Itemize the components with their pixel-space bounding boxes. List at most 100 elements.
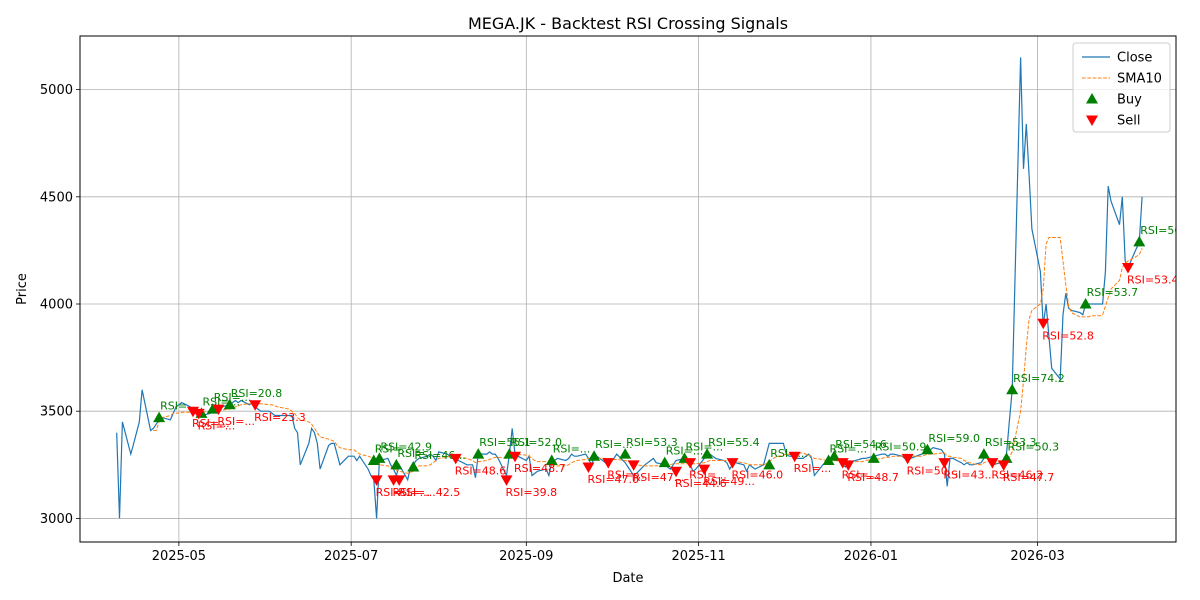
sell-marker [509,451,522,463]
sell-label: RSI=47.7 [1003,471,1055,484]
sell-label: RSI=... [192,417,230,430]
sell-marker [370,475,383,486]
sell-marker [249,400,262,411]
legend-label: SMA10 [1117,72,1162,87]
buy-label: RSI=55.1 [479,436,531,449]
buy-marker [1000,452,1013,463]
buy-marker [977,448,990,459]
sell-marker [582,462,595,473]
buy-label: RSI=... [685,440,723,453]
sell-label: RSI=... [842,469,880,482]
buy-label: RSI=20.8 [231,387,283,400]
buy-marker [223,398,236,410]
buy-label: RSI=... [397,447,435,460]
sell-marker [500,475,513,486]
sell-marker [986,458,999,469]
sell-label: RSI=... [607,469,645,482]
sell-marker [627,460,640,471]
x-tick-label: 2025-09 [499,549,553,564]
buy-marker [1133,235,1146,247]
buy-label: RSI=54.6 [835,438,887,451]
sell-label: RSI=... [376,486,414,499]
x-axis-label: Date [612,571,643,586]
sell-label: RSI=47... [633,471,685,484]
sell-label: RSI=48.6 [455,464,507,477]
legend-box [1072,42,1171,133]
y-tick-label: 5000 [40,83,73,98]
sell-label: RSI=49... [703,475,755,488]
plot-inner: RSI=... RSI=...RSI=...RSI=20.8RSI=...RSI=… [116,57,1192,519]
y-tick-label: 4000 [40,298,73,313]
legend-label: Buy [1117,93,1142,108]
buy-label: RSI=... [595,438,633,451]
x-tick-label: 2026-03 [1010,549,1064,564]
sell-label: RSI=52.8 [1042,329,1094,342]
sell-marker [938,458,951,469]
buy-marker [619,448,632,459]
axes-frame [79,35,1177,543]
sell-marker [726,458,739,469]
buy-marker [472,448,485,459]
buy-label: RSI=... [214,391,252,404]
buy-label: RSI=74.2 [1013,372,1065,385]
sell-marker [842,460,855,471]
sell-marker [212,404,225,416]
sell-label: RSI=44.6 [675,477,727,490]
sell-marker [602,458,615,469]
sell-label: RSI=... [393,486,431,499]
legend-label: Sell [1117,114,1140,129]
y-tick-label: 3000 [40,512,73,527]
sell-label: RSI=... [689,469,727,482]
buy-marker [373,452,386,463]
legend: Close SMA10 Buy Sell [1072,42,1171,133]
sell-marker [393,475,406,486]
buy-label: RSI=... [770,447,808,460]
sell-label: RSI=47.0 [587,473,639,486]
sell-label: RSI=...42.5 [398,486,460,499]
buy-label: RSI=56.0 [1140,224,1192,237]
buy-label: RSI=... [375,443,413,456]
buy-marker [867,452,880,463]
buy-label: RSI=53.3 [985,436,1037,449]
sell-label: RSI=48.7 [847,471,899,484]
buy-label: RSI=... [666,445,704,458]
buy-label: RSI=... [160,400,198,413]
legend-swatch-sell [1086,115,1098,126]
buy-marker [588,450,601,461]
x-tick-label: 2025-05 [152,549,206,564]
sell-label: RSI=... [217,415,255,428]
sell-marker [1121,263,1134,274]
sell-label: RSI=46.2 [991,469,1043,482]
y-axis: 3000 3500 4000 4500 5000 [40,83,80,527]
buy-label: RSI=59.0 [928,432,980,445]
buy-marker [763,458,776,470]
legend-label: Close [1117,51,1152,66]
x-tick-label: 2025-11 [671,549,725,564]
buy-marker [390,458,403,470]
sell-marker [698,464,711,476]
buy-marker [921,443,934,455]
y-tick-label: 4500 [40,190,73,205]
sell-marker [449,453,462,465]
buy-label: RSI=55.4 [708,436,760,449]
sell-marker [670,466,683,478]
buy-label: RSI=52.0 [510,436,562,449]
buy-label: RSI=... [553,443,591,456]
sell-marker [901,453,914,465]
y-axis-label: Price [15,273,30,305]
buy-marker [701,448,714,459]
sell-marker [1037,318,1050,330]
x-tick-label: 2025-07 [324,549,378,564]
buy-marker [822,454,835,466]
buy-marker [153,411,166,423]
buy-marker [1006,383,1019,395]
buy-label: RSI=53.3 [626,436,678,449]
buy-marker [1079,298,1092,309]
x-tick-label: 2026-01 [844,549,898,564]
buy-marker [206,403,219,414]
y-tick-label: 3500 [40,405,73,420]
buy-label: RSI=50.9 [875,440,927,453]
buy-label: RSI=42.9 [380,440,432,453]
buy-marker [545,454,558,466]
